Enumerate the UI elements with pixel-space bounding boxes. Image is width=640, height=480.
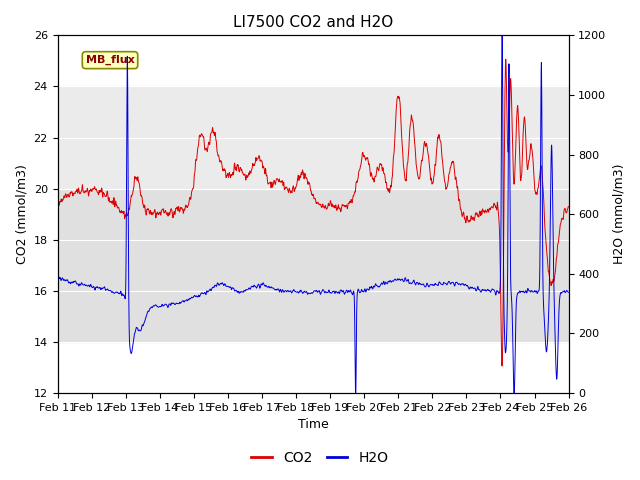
- Legend: CO2, H2O: CO2, H2O: [246, 445, 394, 471]
- Y-axis label: H2O (mmol/m3): H2O (mmol/m3): [612, 164, 625, 264]
- Bar: [58, 86, 568, 189]
- Text: MB_flux: MB_flux: [86, 55, 134, 65]
- Y-axis label: CO2 (mmol/m3): CO2 (mmol/m3): [15, 164, 28, 264]
- X-axis label: Time: Time: [298, 419, 328, 432]
- Title: LI7500 CO2 and H2O: LI7500 CO2 and H2O: [233, 15, 393, 30]
- Bar: [58, 189, 568, 342]
